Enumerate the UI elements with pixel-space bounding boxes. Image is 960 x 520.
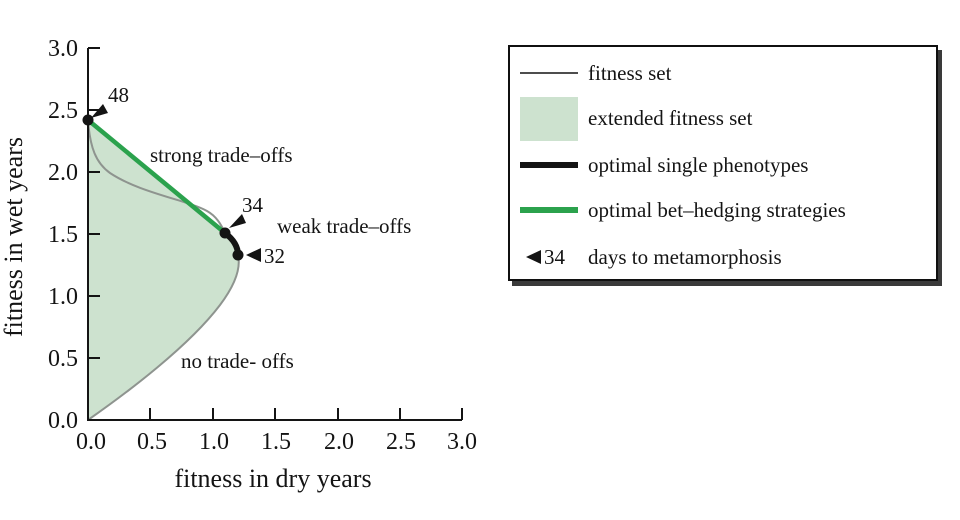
fitness-set-swatch-icon: [520, 72, 588, 74]
legend-item-extended-fitness-set: extended fitness set: [520, 96, 930, 141]
y-tick-label: 2.0: [48, 160, 78, 186]
x-tick-label: 0.0: [76, 429, 106, 455]
fitness-set-curve-upper: [87, 119, 226, 234]
point-34-label: 34: [242, 193, 264, 217]
legend-label: optimal single phenotypes: [588, 152, 809, 177]
x-tick-label: 2.0: [324, 429, 354, 455]
legend-label: fitness set: [588, 60, 672, 85]
y-tick-label: 3.0: [48, 36, 78, 62]
legend-item-fitness-set: fitness set: [520, 58, 930, 88]
legend-label: extended fitness set: [588, 106, 753, 130]
legend-box: fitness set extended fitness set optimal…: [508, 45, 938, 281]
legend-item-optimal-bet-hedging: optimal bet–hedging strategies: [520, 195, 930, 225]
legend-marker-number: 34: [544, 244, 565, 269]
legend-label: days to metamorphosis: [588, 244, 782, 269]
left-arrow-marker-swatch: 34: [520, 245, 588, 270]
y-axis-title: fitness in wet years: [0, 137, 28, 337]
x-tick-label: 0.5: [137, 429, 167, 455]
left-arrow-icon: [526, 250, 541, 264]
legend-label: optimal bet–hedging strategies: [588, 197, 846, 222]
point-48-label: 48: [108, 83, 129, 107]
point-48-dot: [82, 114, 94, 126]
optimal-single-phenotypes-swatch-icon: [520, 162, 588, 168]
annotation-strong-tradeoffs: strong trade–offs: [150, 143, 293, 167]
point-34-dot: [219, 227, 231, 239]
fitness-set-curve-lower: [87, 254, 240, 421]
optimal-bet-hedging-swatch-icon: [520, 207, 588, 213]
y-tick-label: 1.5: [48, 222, 78, 248]
legend-item-days-to-metamorphosis: 34 days to metamorphosis: [520, 242, 930, 272]
point-32-label: 32: [264, 244, 285, 268]
y-tick-label: 2.5: [48, 98, 78, 124]
extended-fitness-set-swatch-icon: [520, 96, 588, 141]
point-34-arrow-icon: [229, 214, 246, 228]
x-tick-label: 1.5: [261, 429, 291, 455]
y-tick-label: 0.5: [48, 346, 78, 372]
annotation-weak-tradeoffs: weak trade–offs: [277, 214, 411, 238]
x-tick-label: 3.0: [447, 429, 477, 455]
y-tick-label: 0.0: [48, 408, 78, 434]
annotation-no-tradeoffs: no trade- offs: [181, 349, 294, 373]
y-axis-ticks: [88, 47, 100, 359]
optimal-bet-hedging-line: [86, 118, 227, 235]
x-axis-ticks: [149, 408, 463, 420]
y-tick-label: 1.0: [48, 284, 78, 310]
extended-fitness-set-area: [88, 120, 239, 420]
point-32-arrow-icon: [246, 248, 261, 262]
x-axis-title: fitness in dry years: [174, 464, 371, 493]
point-32-dot: [232, 249, 244, 261]
x-tick-label: 2.5: [386, 429, 416, 455]
fitness-tradeoff-chart: 3.0 2.5 2.0 1.5 1.0 0.5 0.0 0.0 0.5 1.0 …: [0, 36, 477, 493]
point-48-arrow-icon: [91, 104, 108, 118]
legend-item-optimal-single-phenotypes: optimal single phenotypes: [520, 150, 930, 180]
x-tick-label: 1.0: [199, 429, 229, 455]
